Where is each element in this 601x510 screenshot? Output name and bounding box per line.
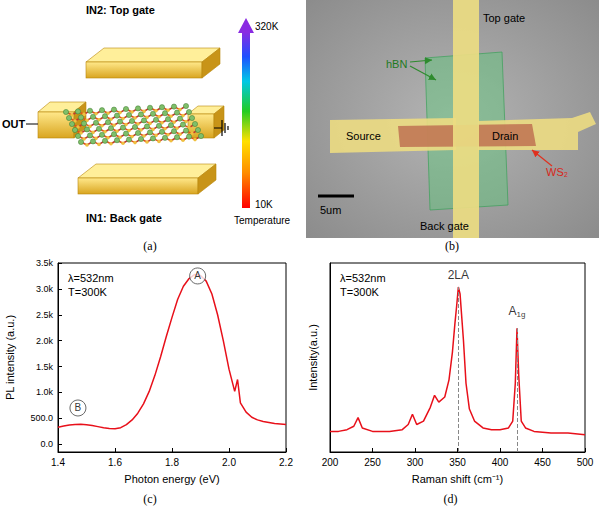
svg-text:λ=532nm: λ=532nm: [340, 272, 386, 284]
svg-text:1.4: 1.4: [51, 457, 65, 468]
svg-text:350: 350: [449, 457, 466, 468]
svg-text:5um: 5um: [320, 204, 341, 216]
svg-text:10K: 10K: [255, 199, 273, 210]
svg-text:B: B: [75, 402, 82, 413]
svg-text:3.5k: 3.5k: [36, 258, 54, 268]
html-text:(d): (d): [443, 492, 458, 506]
svg-text:IN2: Top gate: IN2: Top gate: [86, 4, 155, 16]
svg-text:A: A: [509, 304, 517, 318]
svg-text:2.0: 2.0: [222, 457, 236, 468]
svg-text:1.8: 1.8: [165, 457, 179, 468]
svg-text:1g: 1g: [517, 310, 526, 319]
svg-text:0.0: 0.0: [40, 439, 53, 449]
svg-text:Top gate: Top gate: [483, 12, 525, 24]
svg-text:1.6: 1.6: [108, 457, 122, 468]
svg-text:2.0k: 2.0k: [36, 336, 54, 346]
svg-text:250: 250: [364, 457, 381, 468]
svg-text:(b): (b): [445, 239, 459, 253]
svg-text:Raman shift (cm⁻¹): Raman shift (cm⁻¹): [412, 473, 503, 485]
svg-text:400: 400: [492, 457, 509, 468]
svg-text:200: 200: [322, 457, 339, 468]
svg-text:Intensity(a.u.): Intensity(a.u.): [307, 324, 319, 391]
svg-text:(a): (a): [143, 239, 156, 253]
svg-text:3.0k: 3.0k: [36, 284, 54, 294]
svg-text:500.0: 500.0: [30, 413, 53, 423]
svg-text:IN1: Back gate: IN1: Back gate: [86, 212, 162, 224]
svg-text:320K: 320K: [255, 21, 279, 32]
svg-text:A: A: [194, 270, 201, 281]
svg-text:Photon energy (eV): Photon energy (eV): [124, 473, 219, 485]
svg-text:WS₂: WS₂: [546, 166, 568, 178]
svg-text:T=300K: T=300K: [68, 286, 107, 298]
svg-text:PL intensity (a.u.): PL intensity (a.u.): [4, 315, 16, 400]
svg-text:Drain: Drain: [492, 130, 518, 142]
svg-text:500: 500: [577, 457, 594, 468]
svg-text:300: 300: [407, 457, 424, 468]
svg-text:λ=532nm: λ=532nm: [68, 272, 114, 284]
svg-text:T=300K: T=300K: [340, 286, 379, 298]
svg-text:Temperature: Temperature: [234, 215, 291, 226]
svg-text:1.5k: 1.5k: [36, 362, 54, 372]
svg-text:Back gate: Back gate: [420, 220, 469, 232]
svg-text:1.0k: 1.0k: [36, 387, 54, 397]
svg-text:2.2: 2.2: [279, 457, 293, 468]
svg-text:hBN: hBN: [386, 58, 407, 70]
svg-text:2LA: 2LA: [448, 268, 469, 282]
svg-text:Source: Source: [346, 130, 381, 142]
svg-text:OUT: OUT: [2, 118, 26, 130]
svg-text:2.5k: 2.5k: [36, 310, 54, 320]
svg-text:450: 450: [534, 457, 551, 468]
html-text:(c): (c): [143, 492, 157, 506]
